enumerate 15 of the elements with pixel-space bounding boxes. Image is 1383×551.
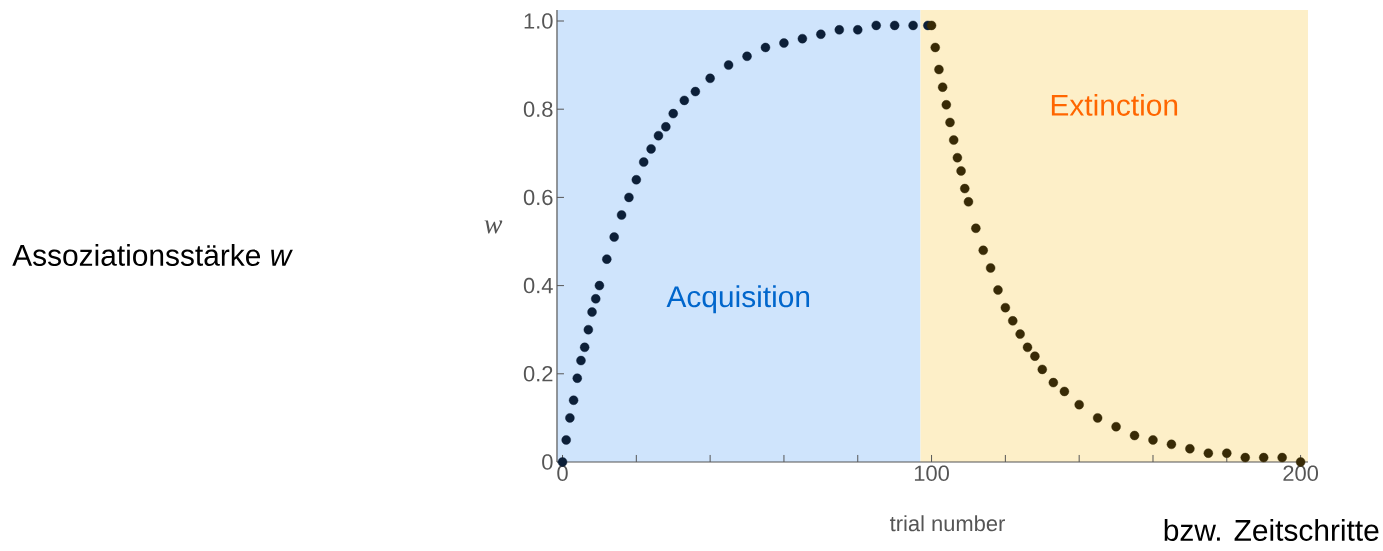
text: Assoziationsstärke w (12, 244, 293, 266)
y-tick-label: 1.0 (524, 13, 553, 29)
x-axis-title: trial number (889, 515, 1005, 532)
y-axis-title: w (484, 220, 503, 234)
x-tick-label: 200 (1283, 465, 1319, 482)
x-tick-label: 0 (557, 465, 568, 482)
y-tick-label: 0.2 (523, 366, 553, 382)
text: bzw. Zeitschritte (1164, 519, 1379, 541)
band-label: Extinction (1051, 93, 1178, 116)
x-tick-label: 100 (914, 465, 949, 482)
y-tick-label: 0.6 (523, 189, 553, 206)
y-tick-label: 0.8 (523, 101, 553, 117)
band-label: Acquisition (666, 285, 810, 314)
y-tick-label: 0.4 (523, 277, 553, 294)
y-tick-label: 0 (542, 454, 553, 470)
